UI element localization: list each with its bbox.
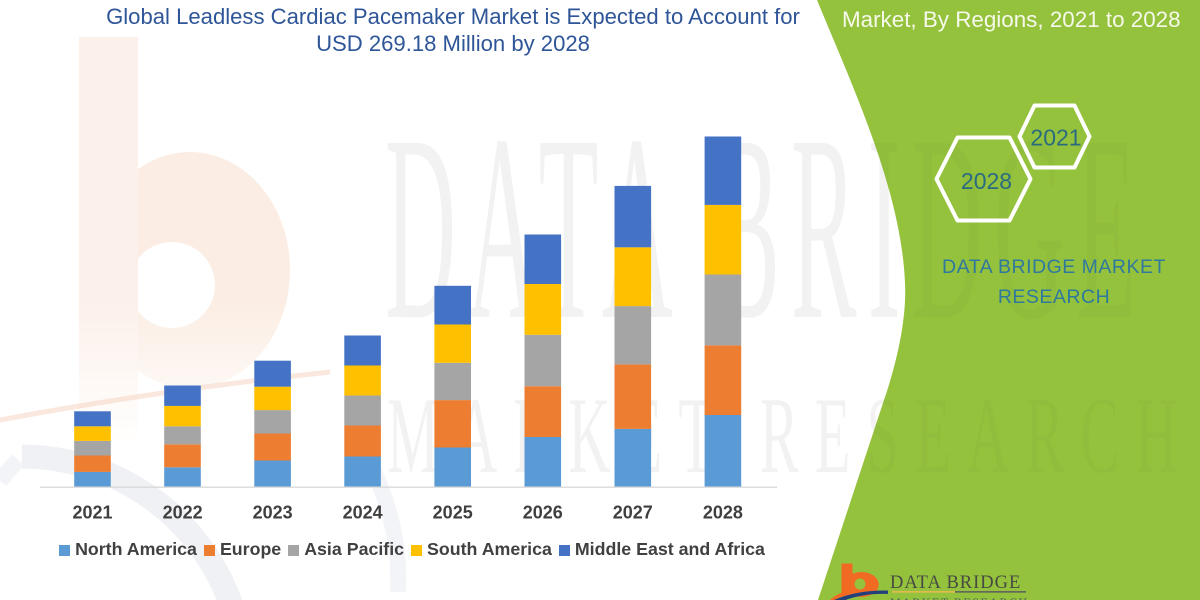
svg-text:DATA BRIDGE: DATA BRIDGE xyxy=(890,573,1021,593)
svg-text:2022: 2022 xyxy=(163,503,203,523)
svg-text:2023: 2023 xyxy=(253,503,293,523)
svg-text:2025: 2025 xyxy=(433,503,473,523)
svg-text:2027: 2027 xyxy=(613,503,653,523)
svg-text:2026: 2026 xyxy=(523,503,563,523)
svg-text:2024: 2024 xyxy=(343,503,383,523)
svg-text:2028: 2028 xyxy=(703,503,743,523)
svg-text:2021: 2021 xyxy=(1030,124,1081,150)
svg-text:MARKET RESEARCH: MARKET RESEARCH xyxy=(890,595,1029,600)
svg-text:2021: 2021 xyxy=(72,503,112,523)
svg-text:2028: 2028 xyxy=(961,168,1012,194)
